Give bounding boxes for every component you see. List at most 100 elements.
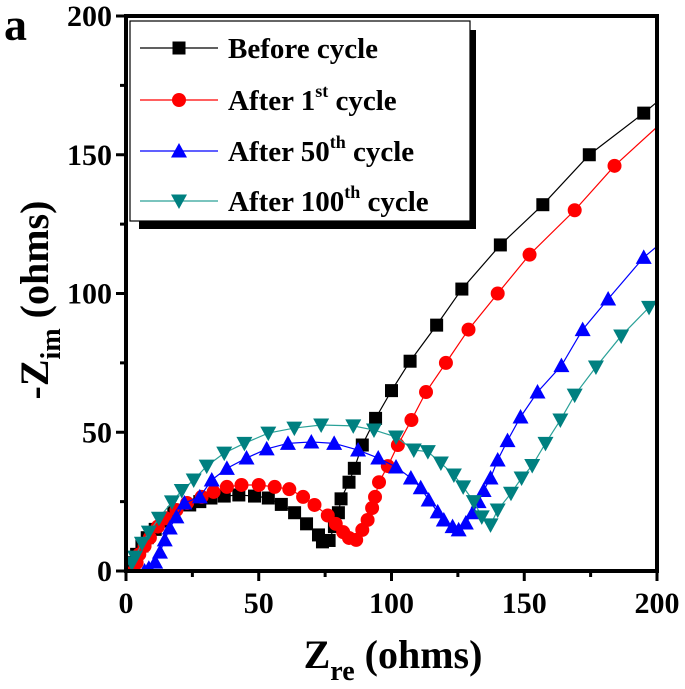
- triangle-up-marker: [635, 249, 652, 264]
- square-marker: [334, 492, 348, 506]
- triangle-down-marker: [260, 426, 277, 442]
- square-marker: [261, 491, 275, 505]
- triangle-down-marker: [171, 194, 187, 209]
- legend-label: Before cycle: [228, 33, 378, 65]
- square-marker: [288, 506, 302, 520]
- x-tick-label: 50: [244, 587, 274, 620]
- square-marker: [331, 506, 345, 520]
- square-marker: [403, 354, 417, 368]
- triangle-down-marker: [552, 413, 569, 429]
- triangle-down-marker: [345, 419, 362, 434]
- x-tick-label: 0: [119, 587, 134, 620]
- circle-marker: [307, 497, 322, 512]
- triangle-up-marker: [482, 470, 499, 485]
- triangle-down-marker: [365, 423, 382, 439]
- triangle-up-marker: [176, 495, 193, 510]
- triangle-down-marker: [405, 443, 422, 459]
- triangle-down-marker: [513, 471, 530, 487]
- legend-entry: After 1st cycle: [140, 81, 397, 117]
- triangle-down-marker: [313, 418, 330, 434]
- legend-label: After 100th cycle: [228, 182, 429, 218]
- triangle-down-marker: [163, 495, 180, 510]
- triangle-up-marker: [168, 508, 185, 524]
- triangle-up-marker: [218, 460, 235, 475]
- y-axis-label: -Zim (ohms): [12, 201, 67, 400]
- square-marker: [582, 148, 596, 162]
- y-tick-label: 100: [67, 278, 112, 311]
- triangle-up-marker: [435, 511, 452, 527]
- triangle-up-marker: [475, 482, 492, 498]
- circle-marker: [172, 93, 186, 107]
- y-tick-label: 50: [82, 416, 112, 449]
- square-marker: [322, 533, 336, 547]
- circle-marker: [368, 489, 383, 504]
- triangle-up-marker: [420, 491, 437, 507]
- triangle-down-marker: [173, 484, 190, 499]
- square-marker: [274, 497, 288, 511]
- triangle-down-marker: [198, 459, 215, 475]
- triangle-down-marker: [502, 486, 519, 502]
- triangle-up-marker: [402, 470, 419, 485]
- triangle-up-marker: [512, 408, 529, 424]
- triangle-up-marker: [147, 554, 164, 569]
- triangle-down-marker: [432, 456, 449, 472]
- triangle-up-marker: [600, 291, 617, 306]
- circle-marker: [234, 477, 249, 492]
- square-marker: [300, 517, 314, 531]
- triangle-down-marker: [286, 421, 303, 437]
- x-tick-label: 100: [369, 587, 414, 620]
- triangle-down-marker: [587, 360, 604, 376]
- legend-label: After 50th cycle: [228, 132, 414, 168]
- triangle-up-marker: [238, 450, 255, 465]
- circle-marker: [404, 413, 419, 428]
- triangle-up-marker: [326, 435, 343, 450]
- square-marker: [637, 106, 651, 120]
- triangle-up-marker: [553, 357, 570, 373]
- triangle-up-marker: [161, 519, 178, 535]
- x-tick-label: 200: [635, 587, 680, 620]
- triangle-down-marker: [150, 511, 167, 527]
- triangle-up-marker: [412, 479, 429, 495]
- triangle-up-marker: [171, 143, 187, 158]
- square-marker: [342, 475, 356, 489]
- triangle-up-marker: [370, 450, 387, 465]
- triangle-up-marker: [388, 458, 405, 474]
- series-4: [126, 298, 657, 571]
- triangle-up-marker: [489, 452, 506, 467]
- triangle-up-marker: [350, 442, 367, 457]
- circle-marker: [360, 512, 375, 527]
- triangle-up-marker: [457, 514, 474, 530]
- triangle-down-marker: [641, 300, 657, 316]
- triangle-up-marker: [156, 531, 173, 547]
- triangle-up-marker: [279, 435, 296, 450]
- legend-label: After 1st cycle: [228, 81, 397, 117]
- square-marker: [455, 282, 469, 296]
- triangle-down-marker: [236, 436, 253, 452]
- triangle-down-marker: [185, 473, 202, 488]
- legend-entry: After 100th cycle: [140, 182, 429, 218]
- x-tick-label: 150: [502, 587, 547, 620]
- square-marker: [430, 318, 444, 332]
- triangle-down-marker: [465, 495, 482, 510]
- circle-marker: [490, 286, 505, 301]
- circle-marker: [419, 385, 434, 400]
- circle-marker: [296, 489, 311, 504]
- panel-label: a: [4, 0, 27, 50]
- circle-marker: [607, 158, 622, 173]
- triangle-down-marker: [455, 480, 472, 495]
- triangle-up-marker: [191, 488, 208, 504]
- circle-marker: [372, 475, 387, 490]
- circle-marker: [267, 479, 282, 494]
- triangle-up-marker: [258, 440, 275, 456]
- square-marker: [536, 198, 550, 212]
- circle-marker: [251, 477, 266, 492]
- y-tick-label: 150: [67, 139, 112, 172]
- triangle-up-marker: [499, 432, 516, 448]
- legend-box: [129, 20, 471, 222]
- square-marker: [493, 238, 507, 252]
- series-line: [144, 245, 657, 571]
- triangle-down-marker: [140, 525, 157, 541]
- triangle-down-marker: [445, 468, 462, 483]
- legend-entry: After 50th cycle: [140, 132, 414, 168]
- circle-marker: [282, 482, 297, 497]
